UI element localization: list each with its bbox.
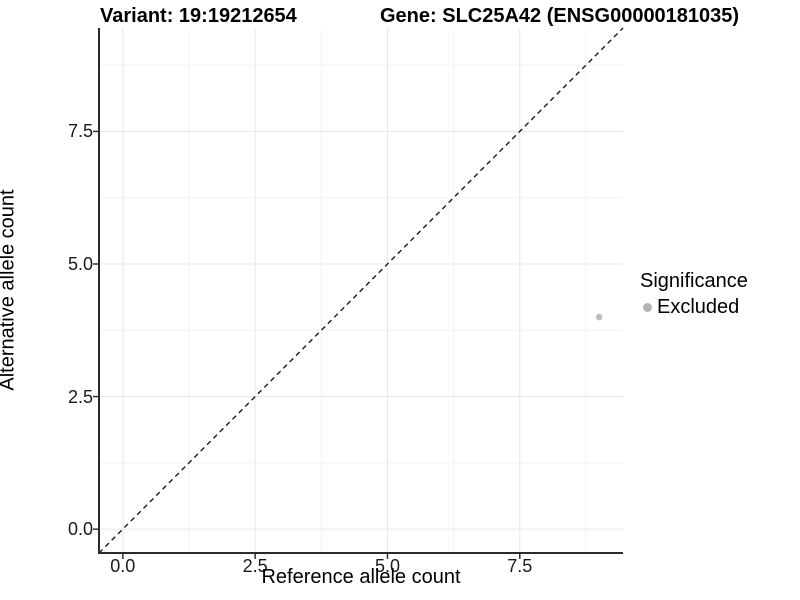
x-tick-label: 2.5 xyxy=(242,556,268,576)
legend-entry: Excluded xyxy=(640,296,748,319)
x-tick-label: 7.5 xyxy=(507,556,533,576)
y-tick-label: 0.0 xyxy=(67,519,93,540)
x-axis-title: Reference allele count xyxy=(261,566,461,588)
legend-entry-label: Excluded xyxy=(657,296,740,318)
x-tick-label: 0.0 xyxy=(110,556,136,576)
identity-dashed-line xyxy=(98,27,624,554)
x-tick-label: 5.0 xyxy=(374,556,400,576)
gene-title: Gene: SLC25A42 (ENSG00000181035) xyxy=(380,5,740,27)
legend-entries: Excluded xyxy=(640,296,748,319)
legend-title: Significance xyxy=(640,270,748,292)
legend-key-circle-icon xyxy=(643,303,652,312)
legend: Significance Excluded xyxy=(640,270,748,319)
y-axis-title-text: Alternative allele count xyxy=(0,189,19,391)
y-tick-label: 5.0 xyxy=(67,253,93,274)
y-tick-label: 7.5 xyxy=(67,121,93,142)
variant-title: Variant: 19:19212654 xyxy=(100,5,297,27)
y-tick-label: 2.5 xyxy=(67,386,93,407)
data-point xyxy=(595,313,603,321)
